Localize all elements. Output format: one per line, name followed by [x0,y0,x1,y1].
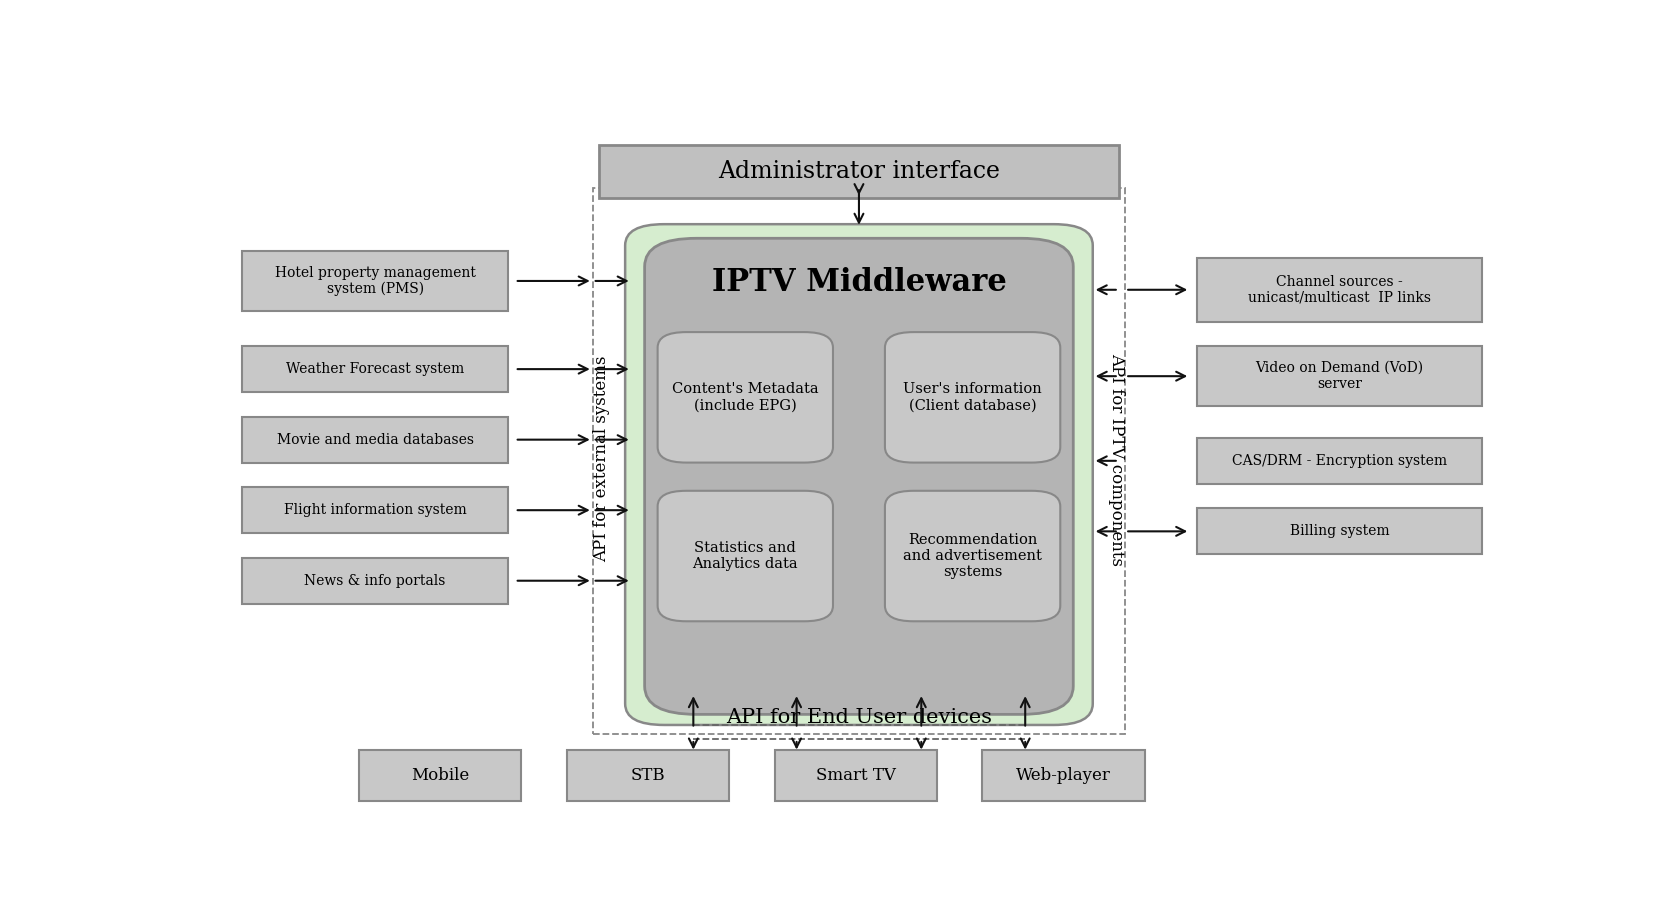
Bar [241,346,508,392]
Bar [359,750,521,802]
Text: Weather Forecast system: Weather Forecast system [287,362,464,376]
FancyBboxPatch shape [625,224,1093,725]
Bar [593,188,1125,734]
Text: Channel sources -
unicast/multicast  IP links: Channel sources - unicast/multicast IP l… [1249,275,1431,305]
Text: News & info portals: News & info portals [305,573,446,588]
Text: STB: STB [630,768,665,784]
Text: API for End User devices: API for End User devices [726,708,992,727]
Bar [241,558,508,604]
Bar [241,251,508,311]
Text: CAS/DRM - Encryption system: CAS/DRM - Encryption system [1232,453,1446,468]
FancyBboxPatch shape [657,491,833,621]
Text: Statistics and
Analytics data: Statistics and Analytics data [692,541,798,572]
Text: Administrator interface: Administrator interface [717,160,1001,183]
Text: API for IPTV components: API for IPTV components [1108,353,1125,565]
FancyBboxPatch shape [885,491,1061,621]
Bar [774,750,937,802]
Text: Flight information system: Flight information system [283,503,466,518]
Text: Billing system: Billing system [1291,524,1389,539]
FancyBboxPatch shape [885,333,1061,463]
Bar [1197,438,1483,484]
FancyBboxPatch shape [645,238,1073,714]
Text: Recommendation
and advertisement
systems: Recommendation and advertisement systems [903,533,1042,579]
Text: API for external systems: API for external systems [593,355,610,562]
Bar [241,417,508,463]
Text: Video on Demand (VoD)
server: Video on Demand (VoD) server [1255,361,1423,391]
Bar [1197,508,1483,554]
Text: Mobile: Mobile [411,768,469,784]
Text: User's information
(Client database): User's information (Client database) [903,382,1042,412]
Bar [566,750,729,802]
Text: Movie and media databases: Movie and media databases [277,432,474,447]
Text: Content's Metadata
(include EPG): Content's Metadata (include EPG) [672,382,818,412]
Bar [1197,346,1483,406]
Bar [600,145,1118,198]
FancyBboxPatch shape [657,333,833,463]
Bar [1197,258,1483,322]
Bar [982,750,1145,802]
Text: IPTV Middleware: IPTV Middleware [712,267,1006,299]
Text: Smart TV: Smart TV [816,768,895,784]
Bar [241,487,508,533]
Text: Hotel property management
system (PMS): Hotel property management system (PMS) [275,266,476,296]
Text: Web-player: Web-player [1016,768,1111,784]
